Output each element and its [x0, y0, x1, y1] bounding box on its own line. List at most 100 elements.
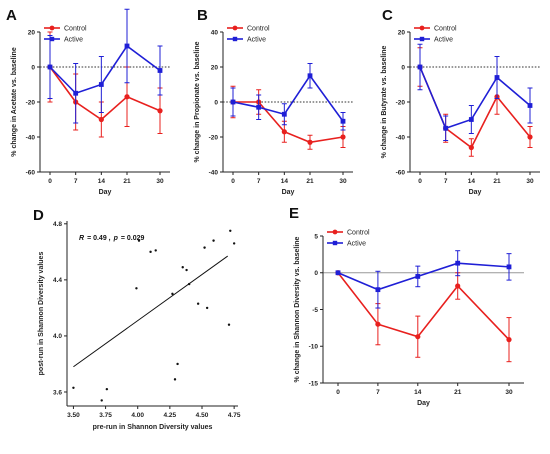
legend-marker	[419, 25, 425, 31]
series-line	[337, 262, 510, 291]
legend-label: Active	[64, 37, 83, 44]
x-tick-label: 4.00	[131, 412, 144, 419]
data-point	[455, 283, 461, 289]
legend-marker	[232, 36, 238, 42]
data-point	[256, 104, 262, 110]
legend-marker	[49, 25, 55, 31]
data-point	[98, 82, 104, 87]
y-axis-label: post-run in Shannon Diversity values	[38, 252, 45, 376]
data-point	[527, 134, 533, 140]
data-point	[307, 139, 313, 145]
data-point	[455, 260, 461, 266]
data-point	[340, 118, 346, 124]
panel-letter: A	[6, 7, 17, 24]
scatter-point	[171, 292, 174, 296]
y-tick-label: 0	[314, 270, 318, 277]
y-tick-label: 5	[314, 233, 318, 240]
panel-b: B40 20 0 -20 -40 0 7 14 21 30 Day % change in Propi…	[194, 7, 353, 196]
x-tick-label: 30	[156, 178, 164, 185]
legend-marker	[332, 229, 338, 235]
scatter-point	[205, 306, 209, 310]
scatter-point	[185, 268, 188, 272]
x-tick-label: 3.75	[99, 412, 112, 419]
legend-label: Active	[434, 37, 453, 44]
scatter-point	[135, 287, 138, 290]
scatter-point	[176, 362, 179, 366]
legend-marker	[232, 25, 238, 31]
y-tick-label: 0	[214, 99, 218, 106]
x-axis-label: Day	[99, 189, 112, 196]
series-line	[49, 66, 161, 121]
scatter-point	[212, 239, 215, 242]
x-axis-label: Day	[417, 400, 430, 407]
data-point	[307, 73, 313, 79]
x-tick-label: 30	[339, 178, 347, 185]
y-tick-label: -60	[396, 169, 406, 176]
panel-letter: D	[33, 207, 44, 224]
y-tick-label: -10	[309, 344, 319, 351]
y-tick-label: -20	[26, 99, 36, 106]
scatter-point	[105, 387, 109, 391]
data-point	[47, 64, 53, 70]
annotation-r-value: = 0.49 ,	[87, 235, 113, 242]
x-tick-label: 3.50	[67, 412, 80, 419]
data-point	[415, 334, 421, 340]
legend-marker	[419, 36, 425, 42]
x-tick-label: 14	[98, 178, 106, 185]
y-tick-label: -60	[26, 169, 36, 176]
data-point	[230, 99, 236, 105]
x-tick-label: 7	[257, 178, 261, 185]
y-tick-label: 4.0	[53, 333, 62, 340]
scatter-point	[227, 323, 231, 326]
y-tick-label: 4.8	[53, 221, 62, 228]
data-point	[157, 68, 163, 73]
data-point	[73, 90, 79, 96]
data-point	[415, 274, 421, 279]
x-tick-label: 7	[444, 178, 448, 185]
series-active	[230, 63, 346, 131]
panel-letter: C	[382, 7, 393, 24]
y-axis-label: % change in Propionate vs. baseline	[194, 41, 201, 162]
annotation-r-label: R	[79, 235, 84, 242]
y-tick-label: -20	[209, 134, 219, 141]
x-tick-label: 21	[493, 178, 501, 185]
legend-label: Control	[434, 26, 457, 33]
data-point	[506, 264, 512, 270]
x-tick-label: 14	[414, 389, 422, 396]
legend-marker	[332, 240, 338, 246]
y-tick-label: 40	[211, 29, 219, 36]
y-tick-label: -40	[396, 134, 406, 141]
data-point	[157, 108, 163, 114]
series-control	[335, 270, 512, 363]
data-point	[506, 337, 512, 343]
data-point	[98, 116, 104, 123]
x-tick-label: 21	[306, 178, 314, 185]
y-tick-label: -40	[209, 169, 219, 176]
panel-letter: E	[289, 205, 299, 222]
x-axis-label: Day	[282, 189, 295, 196]
y-tick-label: 0	[401, 64, 405, 71]
data-point	[281, 129, 287, 135]
scatter-point	[100, 399, 103, 402]
y-tick-label: 20	[28, 29, 36, 36]
x-tick-label: 0	[48, 178, 52, 185]
x-tick-label: 7	[74, 178, 78, 185]
data-point	[468, 144, 474, 151]
x-tick-label: 4.50	[196, 412, 209, 419]
y-tick-label: -15	[309, 380, 319, 387]
x-axis-label: Day	[469, 189, 482, 196]
series-control	[47, 31, 163, 138]
data-point	[375, 321, 381, 327]
annotation-p-label: p	[113, 235, 119, 242]
data-point	[527, 103, 533, 108]
legend-label: Active	[347, 241, 366, 248]
x-tick-label: 14	[468, 178, 476, 185]
legend-label: Control	[64, 26, 87, 33]
data-point	[494, 75, 500, 80]
scatter-point	[203, 246, 206, 249]
y-tick-label: 4.4	[53, 277, 62, 284]
scatter-point	[232, 242, 236, 245]
scatter-point	[196, 302, 200, 305]
y-tick-label: 20	[398, 29, 406, 36]
regression-line	[73, 255, 229, 368]
